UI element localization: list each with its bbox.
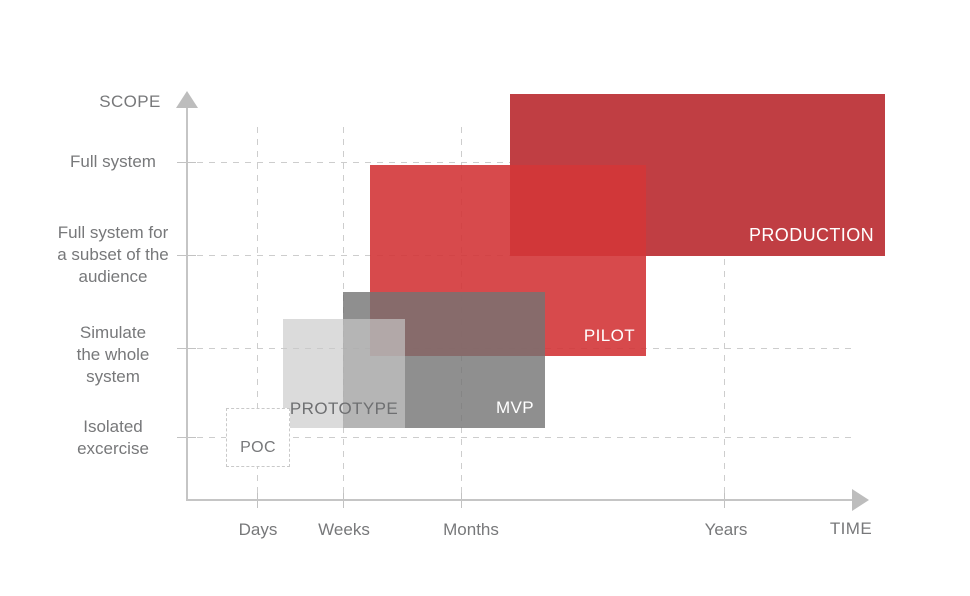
y-axis-label-simulate-system: Simulate the whole system xyxy=(76,323,150,386)
y-axis-label-isolated-excercise: Isolated excercise xyxy=(77,417,149,458)
stage-label-pilot: PILOT xyxy=(583,326,635,345)
gridline-years xyxy=(724,127,725,500)
y-axis-label-full-system: Full system xyxy=(70,152,156,171)
stage-label-poc: POC xyxy=(240,439,276,456)
x-axis-label-months: Months xyxy=(443,520,499,539)
y-axis-arrowhead-icon xyxy=(176,91,198,108)
stage-box-poc: POC xyxy=(226,408,290,467)
y-axis-title: SCOPE xyxy=(99,92,161,111)
stage-label-production: PRODUCTION xyxy=(749,225,874,245)
stage-label-mvp: MVP xyxy=(495,398,534,417)
y-axis-line xyxy=(186,106,188,500)
x-axis-arrowhead-icon xyxy=(852,489,869,511)
x-axis-label-years: Years xyxy=(704,520,748,539)
x-axis-label-weeks: Weeks xyxy=(318,520,370,539)
x-axis-label-days: Days xyxy=(238,520,278,539)
gridline-days xyxy=(257,127,258,500)
stage-label-prototype: PROTOTYPE xyxy=(289,399,399,418)
gridline-isolated-excercise xyxy=(197,437,853,438)
x-axis-title: TIME xyxy=(829,519,873,538)
y-axis-label-subset-audience: Full system for a subset of the audience xyxy=(57,223,169,286)
x-axis-line xyxy=(186,499,854,501)
stage-box-prototype: PROTOTYPE xyxy=(283,319,405,428)
